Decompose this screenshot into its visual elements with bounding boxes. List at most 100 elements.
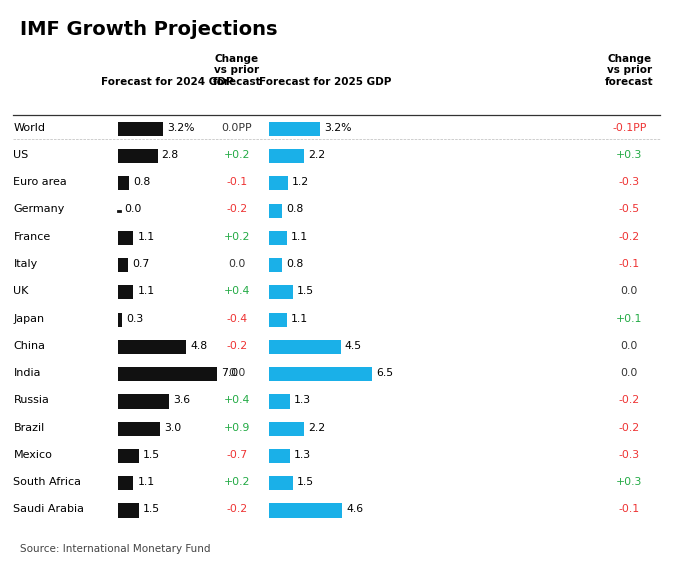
Text: World: World bbox=[13, 123, 46, 133]
Text: Japan: Japan bbox=[13, 314, 44, 324]
Text: +0.3: +0.3 bbox=[616, 150, 643, 160]
Bar bbox=[118, 421, 160, 436]
Bar bbox=[269, 394, 290, 408]
Text: Italy: Italy bbox=[13, 259, 38, 269]
Text: -0.5: -0.5 bbox=[618, 204, 640, 215]
Text: Change
vs prior
forecast: Change vs prior forecast bbox=[213, 54, 261, 87]
Text: 4.5: 4.5 bbox=[345, 341, 362, 351]
Text: -0.3: -0.3 bbox=[618, 177, 640, 187]
Bar bbox=[118, 340, 186, 354]
Bar bbox=[269, 176, 288, 190]
Text: -0.2: -0.2 bbox=[618, 232, 640, 242]
Bar bbox=[269, 340, 341, 354]
Bar bbox=[118, 394, 169, 408]
Text: US: US bbox=[13, 150, 29, 160]
Text: 0.3: 0.3 bbox=[126, 314, 143, 324]
Text: 2.8: 2.8 bbox=[162, 150, 179, 160]
Bar bbox=[269, 285, 293, 299]
Text: 1.5: 1.5 bbox=[297, 286, 314, 296]
Bar bbox=[118, 476, 133, 490]
Text: 1.3: 1.3 bbox=[294, 450, 311, 460]
Bar bbox=[118, 285, 133, 299]
Bar bbox=[269, 231, 287, 245]
Text: 2.2: 2.2 bbox=[308, 423, 325, 433]
Text: 0.8: 0.8 bbox=[286, 204, 303, 215]
Text: +0.3: +0.3 bbox=[616, 477, 643, 487]
Text: IMF Growth Projections: IMF Growth Projections bbox=[20, 20, 278, 39]
Text: -0.4: -0.4 bbox=[226, 314, 248, 324]
Text: 1.1: 1.1 bbox=[291, 314, 308, 324]
Text: 1.1: 1.1 bbox=[291, 232, 308, 242]
Bar bbox=[118, 449, 139, 463]
Text: China: China bbox=[13, 341, 46, 351]
Text: -0.2: -0.2 bbox=[226, 204, 248, 215]
Text: 1.5: 1.5 bbox=[143, 504, 160, 515]
Text: 0.0: 0.0 bbox=[621, 341, 638, 351]
Text: -0.1: -0.1 bbox=[618, 259, 640, 269]
Text: 1.2: 1.2 bbox=[292, 177, 310, 187]
Text: 1.1: 1.1 bbox=[137, 477, 155, 487]
Bar bbox=[118, 312, 122, 327]
Text: Forecast for 2024 GDP: Forecast for 2024 GDP bbox=[102, 77, 234, 87]
Text: 0.0: 0.0 bbox=[125, 204, 142, 215]
Bar bbox=[269, 476, 293, 490]
Text: UK: UK bbox=[13, 286, 29, 296]
Text: -0.1: -0.1 bbox=[618, 504, 640, 515]
Text: 3.2%: 3.2% bbox=[168, 123, 195, 133]
Text: +0.4: +0.4 bbox=[223, 286, 250, 296]
Text: -0.1PP: -0.1PP bbox=[612, 123, 647, 133]
Text: Forecast for 2025 GDP: Forecast for 2025 GDP bbox=[258, 77, 391, 87]
Text: Russia: Russia bbox=[13, 395, 49, 406]
Text: 3.2%: 3.2% bbox=[324, 123, 351, 133]
Bar bbox=[118, 503, 139, 517]
Text: 1.1: 1.1 bbox=[137, 232, 155, 242]
Text: +0.4: +0.4 bbox=[223, 395, 250, 406]
Text: 1.1: 1.1 bbox=[137, 286, 155, 296]
Bar bbox=[269, 258, 282, 272]
Text: -0.2: -0.2 bbox=[226, 504, 248, 515]
Text: 1.5: 1.5 bbox=[297, 477, 314, 487]
Text: 7.0: 7.0 bbox=[221, 368, 239, 378]
Text: 2.2: 2.2 bbox=[308, 150, 325, 160]
Text: Source: International Monetary Fund: Source: International Monetary Fund bbox=[20, 544, 211, 554]
Text: -0.1: -0.1 bbox=[226, 177, 248, 187]
Text: 4.8: 4.8 bbox=[190, 341, 207, 351]
Text: 6.5: 6.5 bbox=[376, 368, 394, 378]
Text: France: France bbox=[13, 232, 50, 242]
Bar bbox=[269, 449, 290, 463]
Text: India: India bbox=[13, 368, 41, 378]
Text: -0.2: -0.2 bbox=[618, 395, 640, 406]
Text: -0.3: -0.3 bbox=[618, 450, 640, 460]
Bar bbox=[269, 203, 282, 218]
Bar bbox=[269, 122, 320, 136]
Text: +0.2: +0.2 bbox=[223, 477, 250, 487]
Bar bbox=[118, 122, 164, 136]
Bar bbox=[118, 149, 157, 163]
Text: -0.7: -0.7 bbox=[226, 450, 248, 460]
Text: Change
vs prior
forecast: Change vs prior forecast bbox=[605, 54, 653, 87]
Text: +0.1: +0.1 bbox=[616, 314, 643, 324]
Bar bbox=[118, 231, 133, 245]
Text: 0.7: 0.7 bbox=[132, 259, 149, 269]
Text: 0.0: 0.0 bbox=[621, 286, 638, 296]
Text: 1.3: 1.3 bbox=[294, 395, 311, 406]
Text: 0.0: 0.0 bbox=[621, 368, 638, 378]
Text: -0.2: -0.2 bbox=[226, 341, 248, 351]
Text: 0.0: 0.0 bbox=[228, 368, 246, 378]
Bar bbox=[269, 149, 304, 163]
Bar bbox=[269, 312, 287, 327]
Bar bbox=[118, 367, 217, 381]
Text: 0.0: 0.0 bbox=[228, 259, 246, 269]
Text: Germany: Germany bbox=[13, 204, 65, 215]
Bar bbox=[118, 258, 128, 272]
Text: 3.6: 3.6 bbox=[173, 395, 190, 406]
Text: South Africa: South Africa bbox=[13, 477, 81, 487]
Text: 4.6: 4.6 bbox=[346, 504, 363, 515]
Bar bbox=[269, 421, 304, 436]
Text: 1.5: 1.5 bbox=[143, 450, 160, 460]
Text: Mexico: Mexico bbox=[13, 450, 52, 460]
Text: -0.2: -0.2 bbox=[618, 423, 640, 433]
Text: Euro area: Euro area bbox=[13, 177, 67, 187]
Bar bbox=[269, 367, 372, 381]
Text: Brazil: Brazil bbox=[13, 423, 44, 433]
